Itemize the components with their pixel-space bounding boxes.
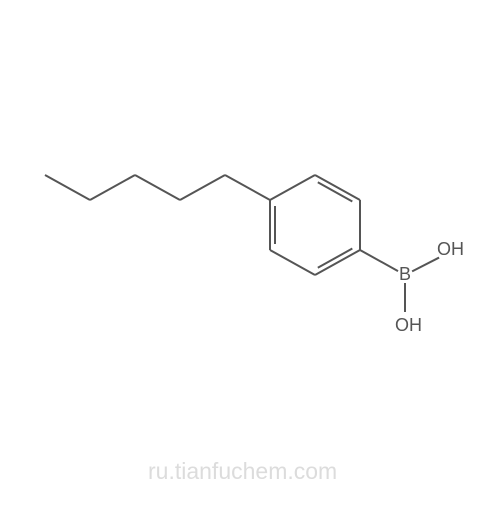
molecule-canvas: B OH OH ru.tianfuchem.com [0, 0, 500, 500]
atom-label-oh-bottom: OH [395, 315, 422, 336]
atom-label-boron: B [399, 264, 411, 285]
bonds-group [45, 175, 439, 312]
structure-svg [0, 0, 500, 500]
atom-label-oh-top: OH [437, 239, 464, 260]
watermark-text: ru.tianfuchem.com [148, 458, 337, 485]
